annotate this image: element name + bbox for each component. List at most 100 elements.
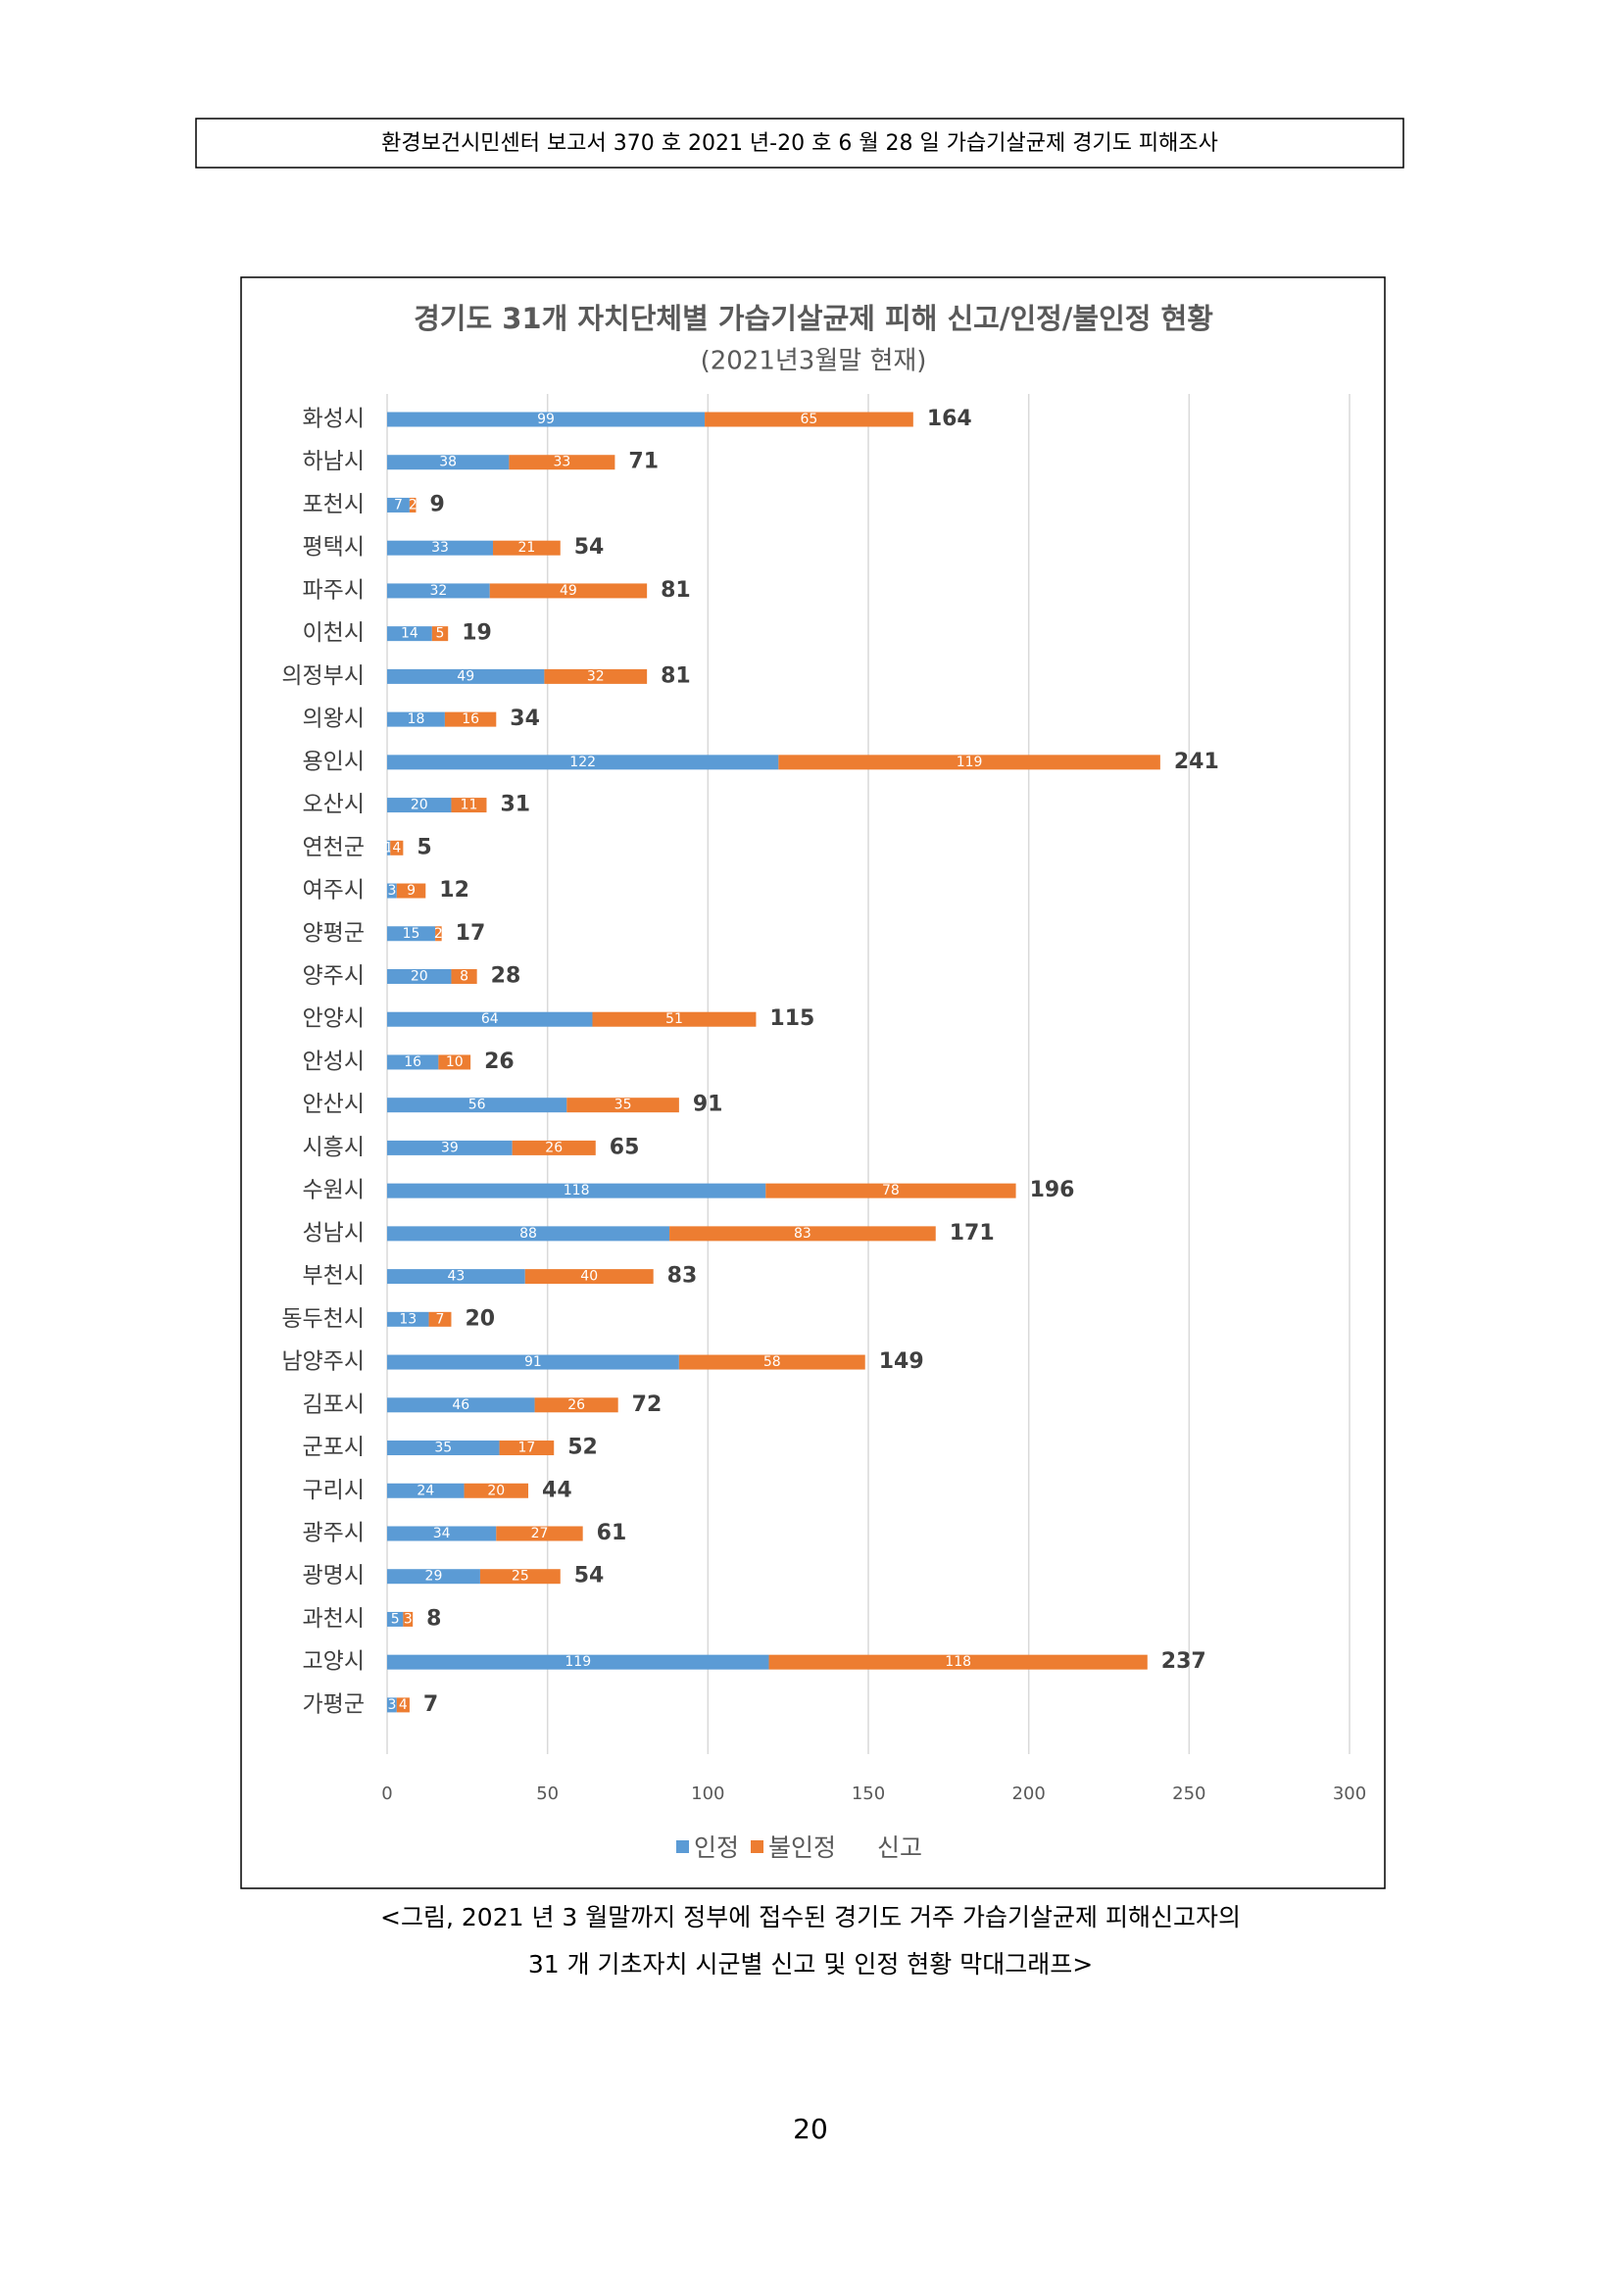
bar — [778, 755, 1160, 770]
data-label: 17 — [517, 1441, 535, 1456]
bar — [387, 883, 397, 899]
bar — [403, 1611, 414, 1627]
data-label: 119 — [565, 1654, 591, 1670]
total-label: 72 — [632, 1392, 663, 1417]
y-tick-label: 과천시 — [303, 1606, 365, 1632]
bar — [387, 455, 510, 470]
chart-frame — [240, 276, 1386, 1889]
bar — [387, 1483, 465, 1498]
data-label: 3 — [404, 1611, 413, 1627]
data-label: 11 — [461, 798, 478, 813]
chart-title: 경기도 31개 자치단체별 가습기살균제 피해 신고/인정/불인정 현황 — [414, 302, 1213, 335]
data-label: 34 — [433, 1526, 451, 1541]
legend-swatch — [676, 1840, 689, 1853]
bar — [669, 1226, 936, 1242]
bar — [592, 1011, 757, 1027]
y-tick-label: 부천시 — [303, 1263, 365, 1289]
total-label: 171 — [950, 1221, 995, 1246]
data-label: 91 — [524, 1354, 542, 1370]
bar — [431, 626, 449, 642]
x-tick-label: 0 — [381, 1783, 392, 1804]
total-label: 7 — [423, 1692, 438, 1717]
data-label: 32 — [429, 583, 447, 599]
data-label: 56 — [468, 1098, 486, 1113]
bar — [387, 668, 545, 684]
y-tick-label: 양주시 — [303, 963, 365, 989]
data-label: 65 — [801, 412, 818, 427]
bar — [496, 1526, 583, 1541]
header-box — [195, 118, 1404, 169]
data-label: 64 — [481, 1011, 499, 1027]
y-tick-label: 김포시 — [303, 1392, 365, 1417]
bar — [464, 1483, 529, 1498]
bar — [387, 968, 452, 984]
total-label: 81 — [661, 578, 691, 603]
bar — [387, 540, 494, 556]
data-label: 4 — [399, 1697, 408, 1713]
total-label: 61 — [597, 1521, 627, 1545]
bar — [387, 1140, 513, 1155]
data-label: 21 — [517, 540, 535, 556]
bar — [705, 412, 913, 427]
total-label: 81 — [661, 663, 691, 688]
data-label: 46 — [452, 1397, 469, 1413]
bar — [387, 1611, 404, 1627]
y-tick-label: 구리시 — [303, 1478, 365, 1503]
data-label: 35 — [434, 1441, 452, 1456]
total-label: 237 — [1161, 1649, 1206, 1674]
data-label: 25 — [512, 1569, 529, 1585]
bar — [438, 1054, 471, 1070]
data-label: 118 — [945, 1654, 971, 1670]
total-label: 5 — [417, 835, 431, 859]
bar — [396, 883, 426, 899]
total-label: 196 — [1030, 1178, 1075, 1202]
data-label: 27 — [531, 1526, 549, 1541]
bar — [544, 668, 648, 684]
bar — [387, 1311, 429, 1327]
data-label: 49 — [560, 583, 577, 599]
total-label: 115 — [769, 1006, 814, 1031]
y-tick-label: 평택시 — [303, 535, 365, 561]
bar — [387, 1397, 535, 1413]
data-label: 35 — [614, 1098, 632, 1113]
data-label: 43 — [447, 1269, 465, 1285]
data-label: 14 — [401, 626, 418, 642]
data-label: 20 — [411, 968, 428, 984]
y-tick-label: 고양시 — [303, 1649, 365, 1675]
bar — [387, 1054, 439, 1070]
bar — [409, 497, 417, 513]
legend-label: 신고 — [877, 1833, 922, 1862]
total-label: 12 — [439, 878, 469, 903]
data-label: 3 — [387, 1697, 396, 1713]
y-tick-label: 의정부시 — [281, 663, 365, 689]
y-tick-label: 광명시 — [303, 1563, 365, 1588]
y-tick-label: 화성시 — [303, 407, 365, 432]
bar — [390, 840, 404, 855]
legend-swatch — [751, 1840, 764, 1853]
y-tick-label: 포천시 — [303, 492, 365, 517]
data-label: 51 — [665, 1011, 683, 1027]
data-label: 4 — [392, 840, 401, 855]
bar — [387, 798, 452, 813]
x-tick-label: 200 — [1011, 1783, 1045, 1804]
data-label: 118 — [564, 1183, 590, 1198]
bar — [387, 583, 490, 599]
data-label: 29 — [425, 1569, 443, 1585]
data-label: 10 — [446, 1054, 464, 1070]
total-label: 20 — [465, 1306, 495, 1331]
y-tick-label: 양평군 — [303, 920, 365, 946]
bar — [396, 1697, 410, 1713]
page-number: 20 — [793, 2113, 828, 2145]
bar — [387, 412, 706, 427]
x-tick-label: 300 — [1333, 1783, 1366, 1804]
bar — [509, 455, 615, 470]
total-label: 31 — [500, 793, 530, 817]
total-label: 91 — [693, 1093, 723, 1117]
data-label: 83 — [794, 1226, 811, 1242]
total-label: 54 — [574, 535, 605, 560]
data-label: 99 — [537, 412, 555, 427]
total-label: 149 — [879, 1349, 924, 1374]
data-label: 18 — [408, 711, 425, 727]
bar — [387, 626, 432, 642]
y-tick-label: 군포시 — [303, 1435, 365, 1460]
